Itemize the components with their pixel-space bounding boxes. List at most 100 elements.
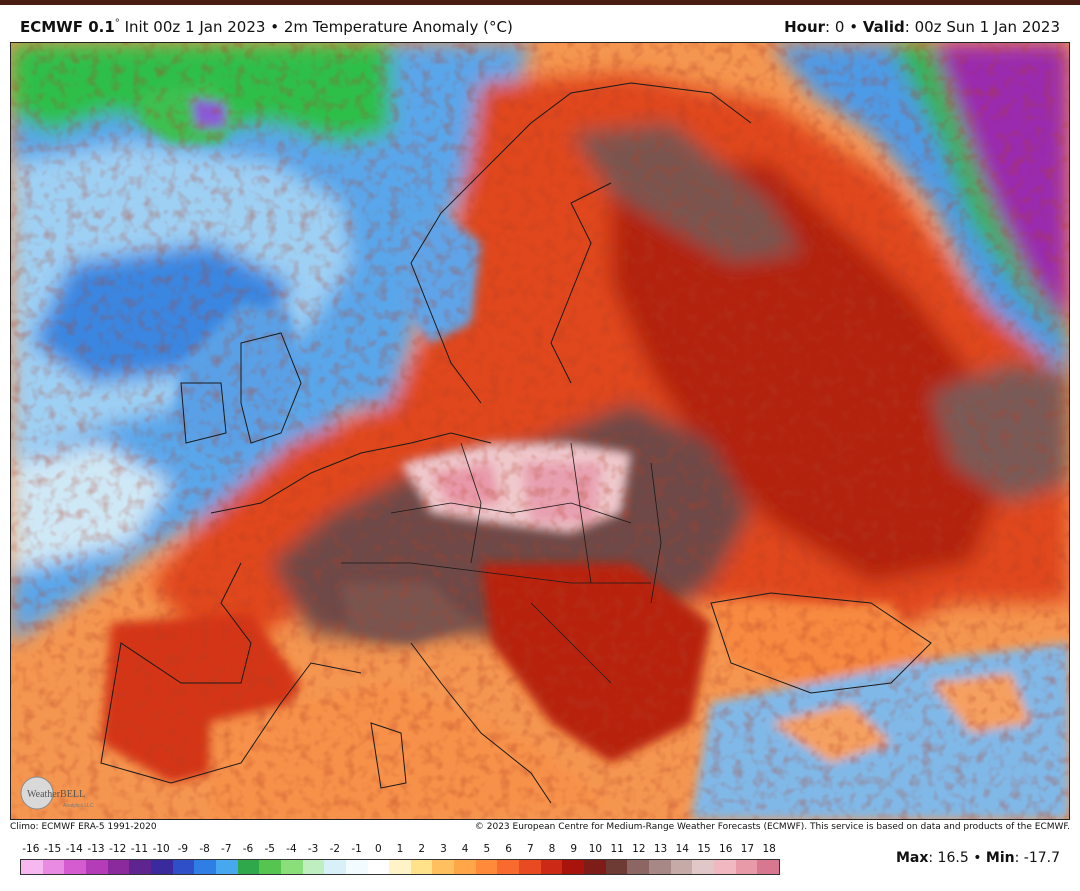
legend-tick: -10 <box>152 843 170 855</box>
legend-tick: 3 <box>440 843 447 855</box>
legend-swatch <box>107 860 130 874</box>
legend-tick: 4 <box>461 843 469 855</box>
logo-globe-icon <box>20 776 54 810</box>
legend-swatch <box>150 860 173 874</box>
hour-label: Hour <box>784 18 826 36</box>
title-left: ECMWF 0.1° Init 00z 1 Jan 2023 • 2m Temp… <box>20 18 513 36</box>
logo-text: WeatherBELL <box>27 789 85 800</box>
legend-swatch <box>627 860 650 874</box>
ecmwf-copyright: © 2023 European Centre for Medium-Range … <box>474 822 1070 832</box>
legend-swatch <box>215 860 238 874</box>
legend-tick: 9 <box>570 843 578 855</box>
legend-tick: 10 <box>588 843 603 855</box>
map-canvas <box>11 43 1069 819</box>
legend-swatch <box>475 860 498 874</box>
legend-tick: 0 <box>374 843 382 855</box>
legend-tick: 2 <box>418 843 426 855</box>
model-name: ECMWF 0.1 <box>20 18 115 36</box>
legend-tick: 12 <box>632 843 646 855</box>
legend-tick: -8 <box>199 843 210 855</box>
legend-tick: -15 <box>43 843 62 855</box>
legend-swatch <box>172 860 195 874</box>
legend-tick: 15 <box>697 843 711 855</box>
legend-swatch <box>497 860 520 874</box>
coastline-scandinavia <box>410 82 752 404</box>
legend-swatch <box>194 860 216 874</box>
valid-value: : 00z Sun 1 Jan 2023 <box>904 18 1060 36</box>
legend-swatch <box>454 860 476 874</box>
legend-swatch <box>714 860 736 874</box>
legend-swatch <box>389 860 411 874</box>
legend-swatch <box>410 860 433 874</box>
max-min-stats: Max: 16.5 • Min: -17.7 <box>896 850 1060 866</box>
legend-swatch <box>432 860 455 874</box>
legend-tick: -2 <box>329 843 341 855</box>
legend-tick: 13 <box>653 843 668 855</box>
legend-swatch <box>519 860 541 874</box>
border-network <box>341 442 662 684</box>
min-value: : -17.7 <box>1014 850 1060 866</box>
stats-separator: • <box>973 850 982 866</box>
legend-swatch <box>345 860 368 874</box>
legend-tick: -7 <box>221 843 232 855</box>
anomaly-texture <box>11 43 1069 819</box>
legend-tick: 14 <box>675 843 689 855</box>
legend-color-bar <box>20 859 780 875</box>
legend-swatch <box>649 860 671 874</box>
legend-swatch <box>280 860 303 874</box>
legend-tick: 7 <box>526 843 534 855</box>
map-header: ECMWF 0.1° Init 00z 1 Jan 2023 • 2m Temp… <box>10 14 1070 40</box>
legend-swatch <box>21 860 43 874</box>
legend-swatch <box>64 860 86 874</box>
legend-swatch <box>237 860 260 874</box>
top-border <box>0 0 1080 5</box>
legend-swatch <box>302 860 325 874</box>
temperature-anomaly-map: WeatherBELL Analytics LLC <box>10 42 1070 820</box>
legend-swatch <box>129 860 151 874</box>
legend-swatch <box>562 860 585 874</box>
climo-credit: Climo: ECMWF ERA-5 1991-2020 <box>10 822 157 832</box>
legend-swatch <box>324 860 346 874</box>
legend-tick-labels: -16 -15 -14 -13 -12 -11 -10 -9 -8 -7 -6 -5 -4 -3 -2 -1 0… <box>20 843 780 857</box>
legend-tick: 8 <box>548 843 556 855</box>
legend-tick: 6 <box>505 843 512 855</box>
logo-graphic: WeatherBELL Analytics LLC <box>20 776 94 810</box>
legend-tick: -9 <box>177 843 189 855</box>
legend-tick: -16 <box>22 843 40 855</box>
logo-subtext: Analytics LLC <box>63 803 94 809</box>
color-legend: -16 -15 -14 -13 -12 -11 -10 -9 -8 -7 -6 -5 -4 -3 -2 -1 0… <box>20 843 780 885</box>
legend-swatch <box>757 860 779 874</box>
legend-swatch <box>85 860 108 874</box>
coastline-britain <box>180 332 302 444</box>
legend-tick: 5 <box>483 843 491 855</box>
coastlines <box>100 82 932 804</box>
legend-tick: -3 <box>307 843 319 855</box>
coastline-italy <box>370 642 552 804</box>
legend-tick: 18 <box>762 843 776 855</box>
legend-swatch <box>42 860 65 874</box>
legend-tick: -13 <box>87 843 105 855</box>
coastline-black-sea <box>710 592 932 694</box>
legend-swatch <box>259 860 281 874</box>
field-name: 2m Temperature Anomaly (°C) <box>283 18 513 36</box>
right-bullet: • <box>849 18 859 36</box>
legend-tick: -6 <box>242 843 254 855</box>
hour-value: : 0 <box>825 18 845 36</box>
legend-swatch <box>367 860 390 874</box>
legend-tick: -5 <box>264 843 275 855</box>
init-time: Init 00z 1 Jan 2023 <box>124 18 266 36</box>
legend-tick: -11 <box>130 843 148 855</box>
legend-tick: 17 <box>740 843 755 855</box>
legend-swatch <box>540 860 563 874</box>
legend-swatch <box>692 860 714 874</box>
legend-tick: 1 <box>396 843 404 855</box>
title-right: Hour: 0 • Valid: 00z Sun 1 Jan 2023 <box>784 18 1060 36</box>
coastline-continent <box>100 432 492 784</box>
legend-tick: 11 <box>610 843 624 855</box>
max-label: Max <box>895 850 929 866</box>
degree-mark: ° <box>114 18 120 29</box>
legend-swatch <box>605 860 628 874</box>
legend-tick: -14 <box>65 843 83 855</box>
valid-label: Valid <box>862 18 905 36</box>
weatherbell-logo: WeatherBELL Analytics LLC <box>17 773 137 813</box>
